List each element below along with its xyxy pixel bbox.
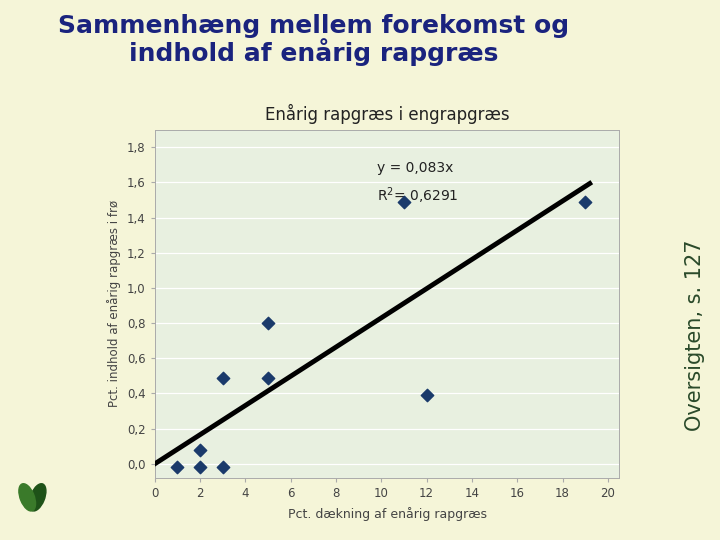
Point xyxy=(194,463,206,471)
Point xyxy=(421,391,433,400)
Point xyxy=(262,319,274,327)
Point xyxy=(217,373,228,382)
X-axis label: Pct. dækning af enårig rapgræs: Pct. dækning af enårig rapgræs xyxy=(287,507,487,521)
Point xyxy=(194,446,206,454)
Point xyxy=(217,463,228,471)
Text: Sammenhæng mellem forekomst og: Sammenhæng mellem forekomst og xyxy=(58,14,569,37)
Point xyxy=(398,198,410,206)
Title: Enårig rapgræs i engrapgræs: Enårig rapgræs i engrapgræs xyxy=(265,104,509,124)
Point xyxy=(580,198,591,206)
Ellipse shape xyxy=(19,484,35,511)
Text: indhold af enårig rapgræs: indhold af enårig rapgræs xyxy=(128,38,498,66)
Point xyxy=(171,463,183,471)
Ellipse shape xyxy=(30,484,46,511)
Point xyxy=(262,373,274,382)
Text: R$^2$= 0,6291: R$^2$= 0,6291 xyxy=(377,186,459,206)
Text: y = 0,083x: y = 0,083x xyxy=(377,161,453,176)
Y-axis label: Pct. indhold af enårig rapgræs i frø: Pct. indhold af enårig rapgræs i frø xyxy=(107,200,122,407)
Text: Oversigten, s. 127: Oversigten, s. 127 xyxy=(685,239,705,430)
